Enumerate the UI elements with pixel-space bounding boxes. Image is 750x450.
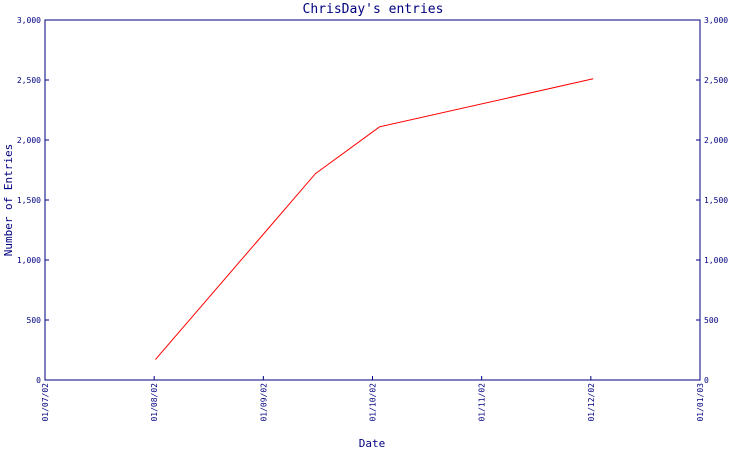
series-layer: [155, 78, 594, 360]
series-line: [155, 78, 594, 360]
y-tick-label-right: 2,500: [704, 76, 728, 85]
y-tick-label-right: 2,000: [704, 136, 728, 145]
y-tick-label-left: 1,000: [17, 256, 41, 265]
x-axis-ticks: 01/07/02 01/08/02 01/09/02 01/10/02 01/11/02…: [41, 376, 705, 422]
y-axis-ticks: 0 0 500 500 1,000 1,000 1,500 1,500 2,000 2,000 2,…: [17, 16, 728, 385]
y-tick-label-left: 1,500: [17, 196, 41, 205]
y-axis-title: Number of Entries: [2, 144, 15, 257]
y-tick-label-left: 3,000: [17, 16, 41, 25]
y-tick-label-right: 1,500: [704, 196, 728, 205]
x-tick-label: 01/10/02: [369, 383, 378, 422]
y-tick-label-right: 500: [704, 316, 719, 325]
x-tick-label: 01/09/02: [259, 383, 268, 422]
y-tick-label-left: 0: [36, 376, 41, 385]
plot-area: [44, 19, 701, 381]
x-tick-label: 01/08/02: [150, 383, 159, 422]
chart-title: ChrisDay's entries: [303, 2, 444, 17]
y-tick-label-right: 0: [704, 376, 709, 385]
x-axis-title: Date: [359, 437, 386, 450]
y-tick-label-left: 2,000: [17, 136, 41, 145]
y-tick-label-left: 500: [27, 316, 42, 325]
x-tick-label: 01/11/02: [478, 383, 487, 422]
x-tick-label: 01/07/02: [41, 383, 50, 422]
y-tick-label-left: 2,500: [17, 76, 41, 85]
y-tick-label-right: 1,000: [704, 256, 728, 265]
x-tick-label: 01/01/03: [696, 383, 705, 422]
x-tick-label: 01/12/02: [587, 383, 596, 422]
y-tick-label-right: 3,000: [704, 16, 728, 25]
